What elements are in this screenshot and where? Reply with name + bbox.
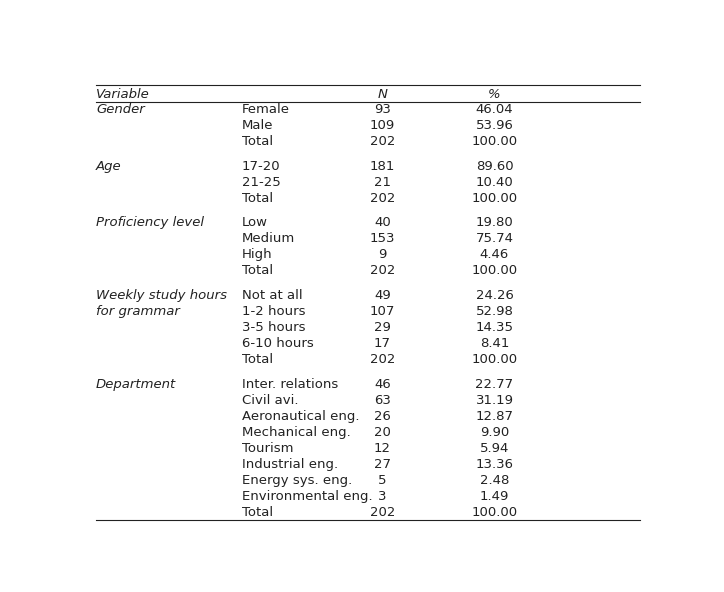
- Text: 202: 202: [369, 353, 395, 366]
- Text: Low: Low: [242, 217, 268, 230]
- Text: 153: 153: [369, 233, 395, 246]
- Text: 13.36: 13.36: [476, 458, 513, 471]
- Text: 3: 3: [378, 490, 387, 503]
- Text: Civil avi.: Civil avi.: [242, 394, 298, 407]
- Text: 100.00: 100.00: [471, 506, 518, 519]
- Text: 1-2 hours: 1-2 hours: [242, 305, 306, 318]
- Text: Department: Department: [96, 378, 177, 391]
- Text: 6-10 hours: 6-10 hours: [242, 337, 313, 350]
- Text: 1.49: 1.49: [480, 490, 509, 503]
- Text: Total: Total: [242, 265, 273, 278]
- Text: Total: Total: [242, 506, 273, 519]
- Text: Environmental eng.: Environmental eng.: [242, 490, 373, 503]
- Text: 2.48: 2.48: [480, 474, 509, 487]
- Text: Tourism: Tourism: [242, 442, 293, 455]
- Text: 17: 17: [374, 337, 391, 350]
- Text: Total: Total: [242, 135, 273, 148]
- Text: Medium: Medium: [242, 233, 295, 246]
- Text: 10.40: 10.40: [476, 176, 513, 189]
- Text: 202: 202: [369, 192, 395, 205]
- Text: Female: Female: [242, 103, 290, 116]
- Text: 19.80: 19.80: [476, 217, 513, 230]
- Text: 9: 9: [378, 249, 387, 262]
- Text: 21-25: 21-25: [242, 176, 281, 189]
- Text: 202: 202: [369, 506, 395, 519]
- Text: 26: 26: [374, 410, 391, 423]
- Text: 93: 93: [374, 103, 391, 116]
- Text: 9.90: 9.90: [480, 426, 509, 439]
- Text: 21: 21: [374, 176, 391, 189]
- Text: Male: Male: [242, 119, 274, 132]
- Text: Variable: Variable: [96, 88, 150, 101]
- Text: 75.74: 75.74: [476, 233, 513, 246]
- Text: Gender: Gender: [96, 103, 145, 116]
- Text: 22.77: 22.77: [476, 378, 513, 391]
- Text: 46: 46: [374, 378, 391, 391]
- Text: 14.35: 14.35: [476, 321, 513, 334]
- Text: Aeronautical eng.: Aeronautical eng.: [242, 410, 360, 423]
- Text: 5.94: 5.94: [480, 442, 509, 455]
- Text: 3-5 hours: 3-5 hours: [242, 321, 306, 334]
- Text: 20: 20: [374, 426, 391, 439]
- Text: 100.00: 100.00: [471, 192, 518, 205]
- Text: 17-20: 17-20: [242, 160, 281, 173]
- Text: 8.41: 8.41: [480, 337, 509, 350]
- Text: 202: 202: [369, 135, 395, 148]
- Text: 46.04: 46.04: [476, 103, 513, 116]
- Text: 12.87: 12.87: [476, 410, 513, 423]
- Text: Weekly study hours: Weekly study hours: [96, 289, 227, 302]
- Text: Not at all: Not at all: [242, 289, 303, 302]
- Text: 52.98: 52.98: [476, 305, 513, 318]
- Text: Total: Total: [242, 353, 273, 366]
- Text: Industrial eng.: Industrial eng.: [242, 458, 338, 471]
- Text: 63: 63: [374, 394, 391, 407]
- Text: 100.00: 100.00: [471, 135, 518, 148]
- Text: 29: 29: [374, 321, 391, 334]
- Text: 100.00: 100.00: [471, 265, 518, 278]
- Text: 49: 49: [374, 289, 391, 302]
- Text: 181: 181: [369, 160, 395, 173]
- Text: Inter. relations: Inter. relations: [242, 378, 338, 391]
- Text: 107: 107: [369, 305, 395, 318]
- Text: N: N: [377, 88, 387, 101]
- Text: Age: Age: [96, 160, 122, 173]
- Text: High: High: [242, 249, 273, 262]
- Text: for grammar: for grammar: [96, 305, 180, 318]
- Text: 12: 12: [374, 442, 391, 455]
- Text: 100.00: 100.00: [471, 353, 518, 366]
- Text: 5: 5: [378, 474, 387, 487]
- Text: %: %: [488, 88, 501, 101]
- Text: 27: 27: [374, 458, 391, 471]
- Text: Energy sys. eng.: Energy sys. eng.: [242, 474, 353, 487]
- Text: 202: 202: [369, 265, 395, 278]
- Text: 40: 40: [374, 217, 391, 230]
- Text: 109: 109: [370, 119, 395, 132]
- Text: 53.96: 53.96: [476, 119, 513, 132]
- Text: Total: Total: [242, 192, 273, 205]
- Text: Proficiency level: Proficiency level: [96, 217, 204, 230]
- Text: 89.60: 89.60: [476, 160, 513, 173]
- Text: 24.26: 24.26: [476, 289, 513, 302]
- Text: 31.19: 31.19: [476, 394, 513, 407]
- Text: 4.46: 4.46: [480, 249, 509, 262]
- Text: Mechanical eng.: Mechanical eng.: [242, 426, 350, 439]
